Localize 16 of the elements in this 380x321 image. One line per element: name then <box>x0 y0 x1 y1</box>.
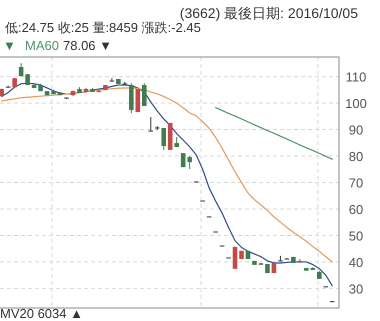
y-tick-label: 60 <box>348 202 364 217</box>
y-tick-label: 30 <box>348 281 364 296</box>
text: 78.06 ▼ <box>63 38 112 53</box>
line-series <box>214 106 333 160</box>
chart-title: (3662) 最後日期: 2016/10/05 <box>180 5 358 21</box>
y-tick-label: 70 <box>348 176 364 190</box>
y-tick-label: 50 <box>348 228 364 244</box>
y-tick-label: 100 <box>345 96 367 112</box>
text: 低:24.75 收:25 量:8459 漲跌:-2.45 <box>5 20 201 35</box>
y-tick-label: 80 <box>348 149 364 164</box>
text: MA60 <box>25 38 59 53</box>
y-tick-label: 110 <box>346 70 366 85</box>
annotation: MV20 6034 ▲ <box>0 306 83 321</box>
y-tick-label: 90 <box>348 122 364 138</box>
text: ▼ <box>3 38 16 53</box>
y-tick-label: 40 <box>348 254 364 270</box>
